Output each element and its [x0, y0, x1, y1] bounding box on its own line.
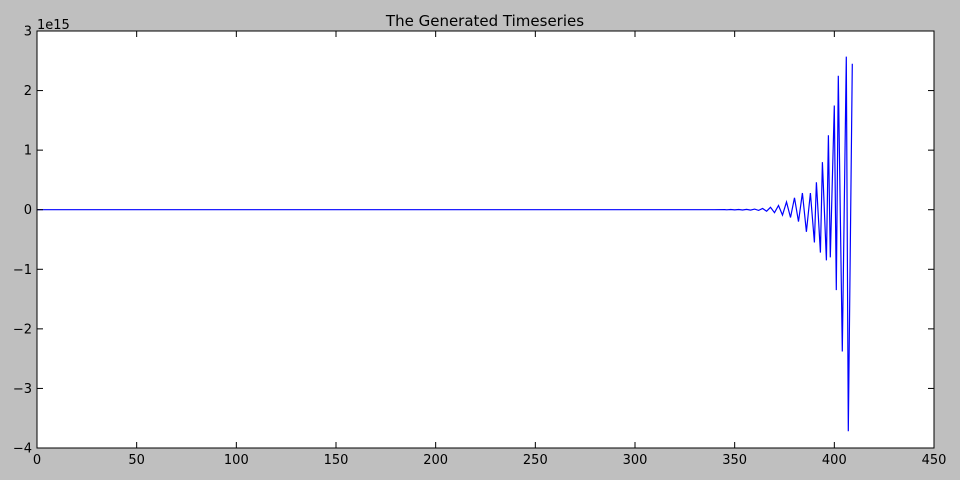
x-tick-label: 450: [922, 453, 947, 468]
plot-background: [37, 31, 934, 448]
x-tick-label: 350: [722, 453, 747, 468]
x-axis: 0 50 100 150 200 250 300 350 400 450: [33, 31, 947, 468]
y-tick-label: 2: [24, 84, 32, 99]
plot-frame: [36, 30, 935, 449]
y-offset-label: 1e15: [37, 18, 70, 33]
y-tick-label: 3: [24, 25, 32, 40]
series-line-0: [37, 56, 853, 432]
x-tick-label: 0: [33, 453, 41, 468]
x-tick-label: 100: [224, 453, 249, 468]
y-tick-label: −3: [13, 382, 32, 397]
y-axis: −4 −3 −2 −1 0 1 2 3: [13, 25, 934, 457]
x-tick-label: 400: [822, 453, 847, 468]
x-tick-label: 50: [128, 453, 145, 468]
chart-title: The Generated Timeseries: [385, 12, 584, 30]
y-tick-label: −1: [13, 263, 32, 278]
y-tick-label: −2: [13, 322, 32, 337]
x-tick-label: 300: [623, 453, 648, 468]
y-tick-label: −4: [13, 442, 32, 457]
series-layer: [37, 56, 853, 432]
x-tick-label: 150: [324, 453, 349, 468]
x-tick-label: 250: [523, 453, 548, 468]
x-tick-label: 200: [423, 453, 448, 468]
y-tick-label: 0: [24, 203, 32, 218]
y-tick-label: 1: [24, 144, 32, 159]
